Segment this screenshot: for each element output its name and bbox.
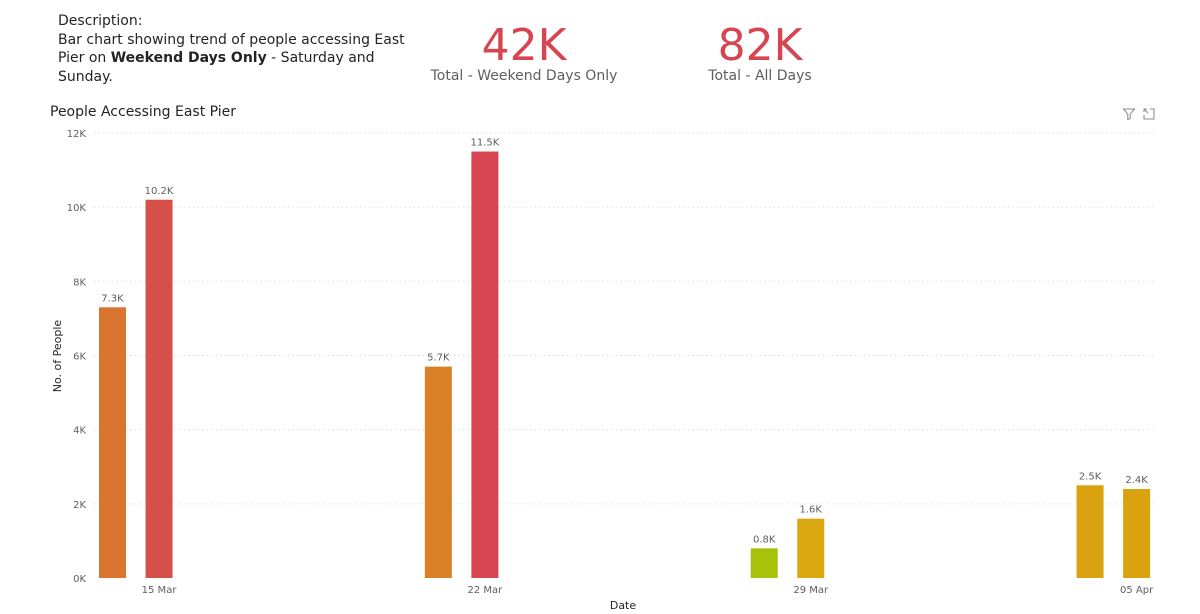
y-tick-label: 6K <box>73 352 86 363</box>
filter-icon[interactable] <box>1122 106 1136 121</box>
y-tick-label: 8K <box>73 277 86 288</box>
description-segment: - Saturday and Sunday. <box>58 50 375 85</box>
data-label: 2.4K <box>1125 475 1148 486</box>
y-tick-label: 4K <box>73 426 86 437</box>
data-label: 2.5K <box>1079 471 1102 482</box>
bar <box>424 366 452 578</box>
y-tick-label: 0K <box>73 574 86 585</box>
chart-title: People Accessing East Pier <box>50 104 237 120</box>
x-tick-label: 15 Mar <box>142 585 178 596</box>
x-tick-label: 22 Mar <box>468 585 504 596</box>
bar <box>471 151 499 578</box>
bar <box>99 307 126 578</box>
x-tick-label: 05 Apr <box>1120 585 1154 596</box>
description-line: Bar chart showing trend of people access… <box>58 31 405 48</box>
focus-mode-icon[interactable] <box>1142 106 1156 120</box>
data-label: 0.8K <box>753 534 776 545</box>
x-axis-title: Date <box>610 599 637 612</box>
kpi-card-all-days: 82K Total - All Days <box>660 20 860 84</box>
kpi-value-all-days: 82K <box>717 20 803 71</box>
visual-header-toolbar <box>1122 106 1156 121</box>
data-label: 5.7K <box>427 353 450 364</box>
bar <box>1123 489 1151 578</box>
kpi-card-weekend: 42K Total - Weekend Days Only <box>428 20 620 84</box>
bar <box>1076 485 1104 578</box>
kpi-label-weekend: Total - Weekend Days Only <box>430 68 618 84</box>
y-tick-label: 12K <box>67 129 87 140</box>
description-line: Pier on Weekend Days Only - Saturday and… <box>58 49 418 86</box>
description-heading: Description: <box>58 13 143 29</box>
y-tick-label: 10K <box>67 203 87 214</box>
data-label: 1.6K <box>800 505 823 516</box>
bar <box>750 548 778 578</box>
description-segment: Pier on <box>58 50 111 66</box>
description-emphasis: Weekend Days Only <box>110 50 267 66</box>
data-label: 11.5K <box>470 138 499 149</box>
x-tick-label: 29 Mar <box>793 585 829 596</box>
kpi-value-weekend: 42K <box>481 20 567 71</box>
kpi-label-all-days: Total - All Days <box>708 68 812 84</box>
data-label: 7.3K <box>101 293 124 304</box>
bar <box>145 199 173 578</box>
y-axis-title: No. of People <box>51 320 64 393</box>
y-tick-label: 2K <box>73 500 86 511</box>
bar <box>797 518 825 578</box>
data-label: 10.2K <box>145 186 174 197</box>
description-text: Description: Bar chart showing trend of … <box>58 12 418 86</box>
